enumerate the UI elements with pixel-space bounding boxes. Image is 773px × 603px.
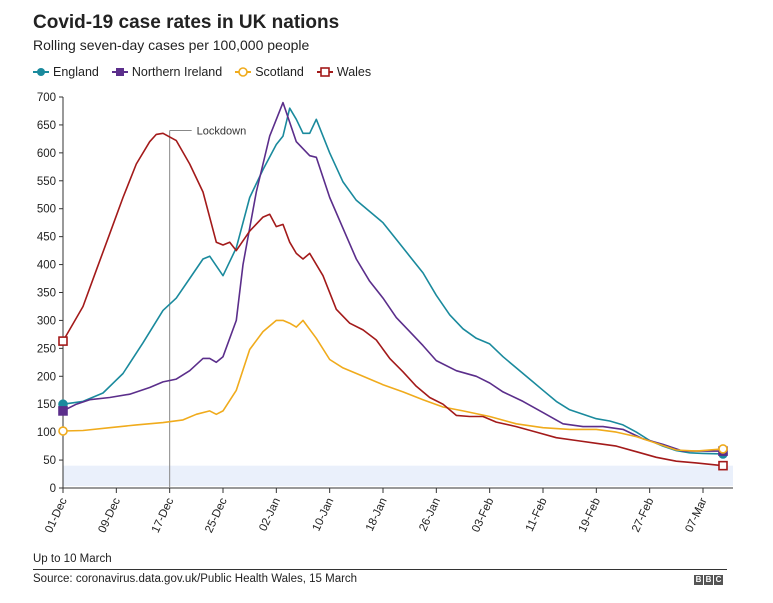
series-line-northern-ireland — [62, 101, 723, 452]
x-tick-label: 03-Feb — [470, 496, 496, 534]
source-note: Source: coronavirus.data.gov.uk/Public H… — [33, 573, 358, 585]
legend-marker-northern-ireland — [111, 68, 128, 76]
legend-item-england[interactable]: England — [33, 65, 99, 79]
y-tick-label: 50 — [43, 455, 56, 467]
legend-label-scotland: Scotland — [255, 65, 304, 79]
y-tick-label: 450 — [37, 232, 56, 244]
marker-wales — [718, 460, 728, 471]
y-tick-label: 600 — [37, 148, 56, 160]
bbc-logo-letter: B — [694, 575, 703, 585]
marker-scotland — [58, 426, 68, 436]
y-tick-label: 0 — [50, 483, 56, 495]
x-tick-label: 11-Feb — [524, 496, 550, 533]
x-tick-label: 10-Jan — [311, 496, 337, 533]
legend-label-northern-ireland: Northern Ireland — [131, 65, 223, 79]
y-tick-label: 400 — [37, 260, 56, 272]
x-tick-label: 01-Dec — [43, 496, 70, 535]
y-tick-label: 350 — [37, 288, 56, 300]
marker-northern-ireland — [58, 406, 68, 416]
legend-marker-england — [33, 68, 49, 76]
series-line-wales — [62, 132, 724, 467]
y-tick-label: 100 — [37, 427, 56, 439]
legend-label-england: England — [53, 65, 99, 79]
bbc-logo: B B C — [693, 575, 723, 585]
series-line-england — [62, 107, 724, 455]
chart-legend: England Northern Ireland Scotland Wales — [33, 64, 384, 80]
x-tick-label: 09-Dec — [97, 496, 124, 535]
x-tick-label: 02-Jan — [257, 496, 283, 533]
legend-marker-wales — [316, 67, 333, 77]
y-tick-label: 650 — [37, 120, 56, 132]
marker-scotland — [718, 444, 728, 454]
marker-wales — [58, 336, 68, 346]
x-tick-label: 18-Jan — [364, 496, 390, 533]
y-tick-label: 550 — [37, 176, 56, 188]
lockdown-label: Lockdown — [197, 126, 247, 138]
bbc-logo-letter: B — [704, 575, 713, 585]
chart-subtitle: Rolling seven-day cases per 100,000 peop… — [33, 37, 310, 53]
legend-item-wales[interactable]: Wales — [316, 65, 372, 79]
chart-title: Covid-19 case rates in UK nations — [33, 12, 340, 33]
x-tick-label: 25-Dec — [203, 496, 230, 535]
legend-item-northern-ireland[interactable]: Northern Ireland — [111, 65, 223, 79]
x-tick-label: 17-Dec — [150, 496, 177, 535]
x-tick-label: 27-Feb — [630, 496, 656, 534]
footer-divider — [33, 569, 727, 570]
y-tick-label: 300 — [37, 315, 56, 327]
legend-marker-scotland — [235, 67, 252, 77]
y-tick-label: 200 — [37, 371, 56, 383]
bbc-logo-letter: C — [714, 575, 723, 585]
series-line-scotland — [62, 319, 724, 452]
y-tick-label: 150 — [37, 399, 56, 411]
footnote: Up to 10 March — [33, 553, 112, 565]
y-tick-label: 700 — [37, 92, 56, 104]
legend-label-wales: Wales — [336, 65, 372, 79]
line-chart: 0 50 100 150 200 250 300 350 400 450 500 550 600 650 7… — [37, 92, 733, 535]
y-tick-label: 250 — [37, 343, 56, 355]
y-tick-label: 500 — [37, 204, 56, 216]
legend-item-scotland[interactable]: Scotland — [235, 65, 304, 79]
x-tick-label: 19-Feb — [577, 496, 603, 534]
x-tick-label: 07-Mar — [683, 496, 709, 534]
recent-band — [63, 465, 733, 486]
x-tick-label: 26-Jan — [417, 496, 443, 533]
